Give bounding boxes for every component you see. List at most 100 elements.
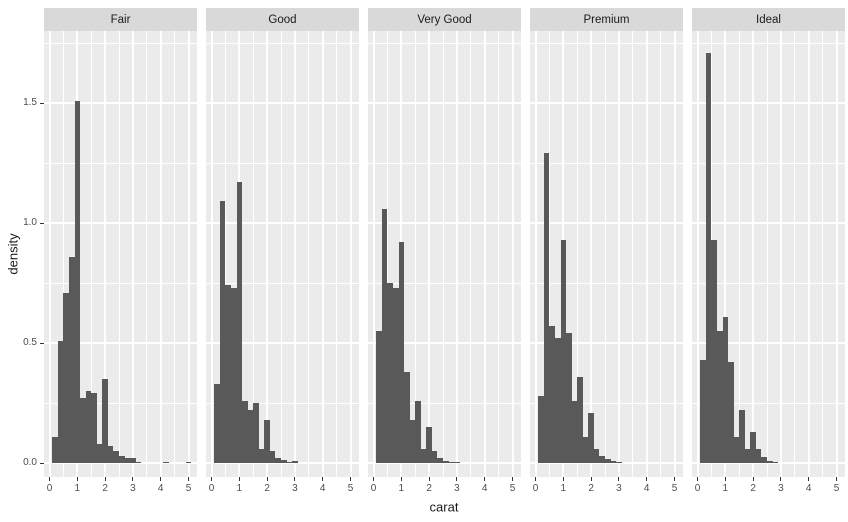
gridline-minor-vertical: [470, 31, 472, 477]
x-tick-mark: [646, 477, 648, 481]
facet-strip: Very Good: [368, 8, 521, 31]
gridline-minor-horizontal: [692, 42, 845, 44]
x-tick-mark: [49, 477, 50, 481]
x-tick-mark: [322, 477, 324, 481]
gridline-minor-horizontal: [206, 402, 359, 404]
x-tick-mark: [400, 477, 402, 481]
histogram-bar: [554, 338, 561, 463]
gridline-major-horizontal: [692, 102, 845, 104]
gridline-minor-vertical: [632, 31, 634, 477]
x-tick-mark: [238, 477, 240, 481]
facet-strip-label: Fair: [110, 13, 131, 26]
facet-strip: Ideal: [692, 8, 845, 31]
y-tick-mark: [40, 102, 44, 104]
x-tick-label: 4: [481, 483, 488, 494]
histogram-bar: [566, 333, 572, 463]
histogram-bar: [102, 379, 108, 463]
gridline-minor-vertical: [174, 31, 176, 477]
histogram-bar: [52, 436, 58, 463]
gridline-minor-vertical: [766, 31, 768, 477]
gridline-minor-horizontal: [692, 402, 845, 404]
x-tick-mark: [132, 477, 134, 481]
facet-strip: Fair: [44, 8, 197, 31]
gridline-minor-vertical: [794, 31, 796, 477]
gridline-major-vertical: [511, 31, 514, 477]
gridline-minor-vertical: [308, 31, 310, 477]
x-tick-mark: [350, 477, 351, 481]
x-tick-label: 3: [778, 483, 784, 494]
gridline-major-horizontal: [530, 342, 683, 344]
x-tick-mark: [512, 477, 513, 481]
x-tick-mark: [373, 477, 374, 481]
histogram-bar: [163, 461, 170, 463]
x-tick-mark: [428, 477, 430, 481]
x-tick-label: 2: [588, 483, 594, 494]
histogram-bar: [767, 460, 773, 463]
histogram-bar: [68, 256, 75, 463]
facet-strip-label: Very Good: [417, 13, 472, 26]
histogram-bar: [705, 52, 712, 463]
x-tick-mark: [76, 477, 78, 481]
histogram-bar: [750, 431, 756, 463]
histogram-bar: [214, 383, 220, 463]
x-tick-label: 0: [694, 483, 701, 494]
histogram-bar: [236, 182, 243, 463]
histogram-bar: [761, 457, 767, 463]
histogram-bar: [599, 455, 605, 463]
histogram-bar: [387, 283, 393, 463]
x-axis-title: carat: [429, 499, 459, 515]
histogram-bar: [376, 331, 382, 463]
histogram-bar: [119, 455, 125, 463]
x-tick-mark: [188, 477, 189, 481]
histogram-bar: [404, 371, 410, 463]
x-tick-mark: [590, 477, 592, 481]
histogram-bar: [225, 285, 231, 463]
facet-strip-label: Ideal: [756, 13, 781, 26]
histogram-bar: [269, 451, 276, 463]
y-tick-mark: [40, 342, 44, 344]
x-tick-mark: [752, 477, 754, 481]
gridline-minor-vertical: [822, 31, 824, 477]
histogram-bar: [264, 419, 270, 463]
x-tick-label: 0: [46, 483, 53, 494]
gridline-major-horizontal: [692, 342, 845, 344]
histogram-bar: [610, 461, 617, 463]
gridline-minor-vertical: [604, 31, 606, 477]
histogram-bar: [135, 461, 142, 463]
gridline-major-vertical: [645, 31, 648, 477]
histogram-bar: [392, 287, 399, 463]
facet-strip: Good: [206, 8, 359, 31]
histogram-bar: [616, 461, 622, 463]
x-tick-mark: [266, 477, 268, 481]
histogram-bar: [107, 446, 114, 463]
gridline-major-horizontal: [44, 462, 197, 464]
histogram-bar: [409, 419, 416, 463]
gridline-major-vertical: [187, 31, 190, 477]
histogram-bar: [426, 427, 432, 463]
facet-strip: Premium: [530, 8, 683, 31]
x-tick-label: 4: [805, 483, 812, 494]
histogram-bar: [258, 448, 265, 463]
histogram-bar: [247, 410, 254, 463]
facet-strip-label: Premium: [583, 13, 630, 26]
histogram-bar: [728, 362, 734, 463]
histogram-bar: [381, 208, 388, 463]
gridline-major-horizontal: [368, 222, 521, 224]
gridline-minor-horizontal: [530, 42, 683, 44]
histogram-bar: [605, 459, 611, 463]
histogram-bar: [415, 400, 421, 463]
gridline-minor-horizontal: [368, 402, 521, 404]
x-tick-mark: [618, 477, 620, 481]
gridline-major-vertical: [483, 31, 486, 477]
gridline-minor-horizontal: [368, 162, 521, 164]
gridline-major-vertical: [210, 31, 213, 477]
gridline-minor-horizontal: [206, 282, 359, 284]
histogram-bar: [286, 461, 293, 463]
gridline-minor-horizontal: [44, 402, 197, 404]
x-tick-label: 0: [208, 483, 215, 494]
gridline-minor-vertical: [576, 31, 578, 477]
gridline-minor-horizontal: [368, 282, 521, 284]
x-tick-label: 5: [509, 483, 516, 494]
gridline-minor-horizontal: [206, 162, 359, 164]
x-tick-label: 5: [833, 483, 840, 494]
